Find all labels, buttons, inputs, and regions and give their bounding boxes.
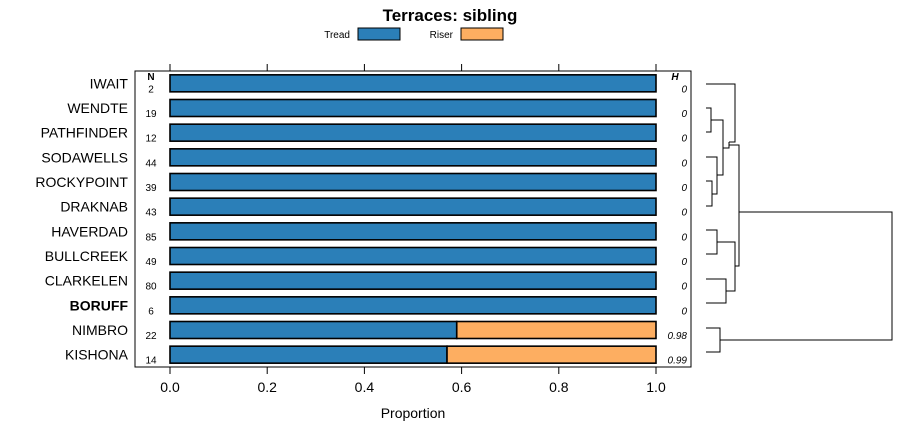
category-label: ROCKYPOINT xyxy=(35,174,128,190)
bar-segment-tread xyxy=(169,123,657,142)
n-column-header: N xyxy=(147,72,154,83)
x-tick-label: 0.2 xyxy=(257,379,277,395)
x-tick-label: 0.6 xyxy=(452,379,472,395)
bar-segment-tread xyxy=(169,320,458,340)
category-label: KISHONA xyxy=(65,347,129,363)
x-axis: 0.0 0.2 0.4 0.6 0.8 1.0 xyxy=(160,64,666,395)
bar-segment-tread xyxy=(169,345,448,364)
bar-segment-tread xyxy=(169,296,657,315)
n-value: 80 xyxy=(145,282,157,293)
legend-swatch-tread xyxy=(357,27,401,41)
bar-segment-riser xyxy=(455,320,657,340)
h-value: 0.98 xyxy=(668,331,688,342)
legend: Tread Riser xyxy=(324,27,504,41)
bar-segment-tread xyxy=(169,172,657,192)
n-value: 39 xyxy=(145,183,157,194)
category-label: BORUFF xyxy=(70,297,129,313)
bar-segment-tread xyxy=(169,74,657,93)
h-value: 0 xyxy=(681,109,687,120)
dendrogram xyxy=(706,83,893,353)
x-tick-label: 1.0 xyxy=(646,379,666,395)
legend-swatch-riser xyxy=(460,27,504,41)
bar-segment-tread xyxy=(169,197,657,216)
category-label: CLARKELEN xyxy=(45,273,128,289)
n-value: 14 xyxy=(145,356,157,367)
h-value: 0 xyxy=(681,282,687,293)
bar-segment-tread xyxy=(169,271,657,290)
x-axis-label: Proportion xyxy=(381,405,446,421)
h-column-header: H xyxy=(671,72,679,83)
x-tick-label: 0.8 xyxy=(549,379,569,395)
chart-title: Terraces: sibling xyxy=(383,6,518,25)
category-label: DRAKNAB xyxy=(60,199,128,215)
category-label: HAVERDAD xyxy=(51,223,128,239)
bar-segment-tread xyxy=(169,98,657,118)
category-label: WENDTE xyxy=(67,100,128,116)
h-value: 0 xyxy=(681,84,687,95)
bar-segment-tread xyxy=(169,148,657,167)
bar-segment-tread xyxy=(169,246,657,266)
n-value: 12 xyxy=(145,134,157,145)
category-label: PATHFINDER xyxy=(41,125,128,141)
h-value: 0 xyxy=(681,257,687,268)
bars-layer: IWAIT 2 0 WENDTE 19 0 PATHFINDER 12 0 SODAWELLS 44… xyxy=(35,74,688,367)
category-label: BULLCREEK xyxy=(45,248,129,264)
legend-label-tread: Tread xyxy=(324,30,350,41)
plot-panel xyxy=(134,70,692,368)
category-label: NIMBRO xyxy=(72,322,128,338)
n-value: 19 xyxy=(145,109,157,120)
category-label: IWAIT xyxy=(90,75,129,91)
n-value: 6 xyxy=(148,306,154,317)
h-value: 0 xyxy=(681,158,687,169)
legend-label-riser: Riser xyxy=(430,30,454,41)
n-value: 85 xyxy=(145,232,157,243)
n-value: 22 xyxy=(145,331,157,342)
x-tick-label: 0.4 xyxy=(355,379,375,395)
h-value: 0 xyxy=(681,183,687,194)
category-label: SODAWELLS xyxy=(41,149,128,165)
bar-segment-tread xyxy=(169,222,657,241)
bar-segment-riser xyxy=(446,345,657,364)
h-value: 0.99 xyxy=(668,356,688,367)
h-value: 0 xyxy=(681,208,687,219)
h-value: 0 xyxy=(681,232,687,243)
n-value: 49 xyxy=(145,257,157,268)
n-value: 44 xyxy=(145,158,157,169)
n-value: 43 xyxy=(145,208,157,219)
n-value: 2 xyxy=(148,84,154,95)
x-tick-label: 0.0 xyxy=(160,379,180,395)
h-value: 0 xyxy=(681,134,687,145)
h-value: 0 xyxy=(681,306,687,317)
